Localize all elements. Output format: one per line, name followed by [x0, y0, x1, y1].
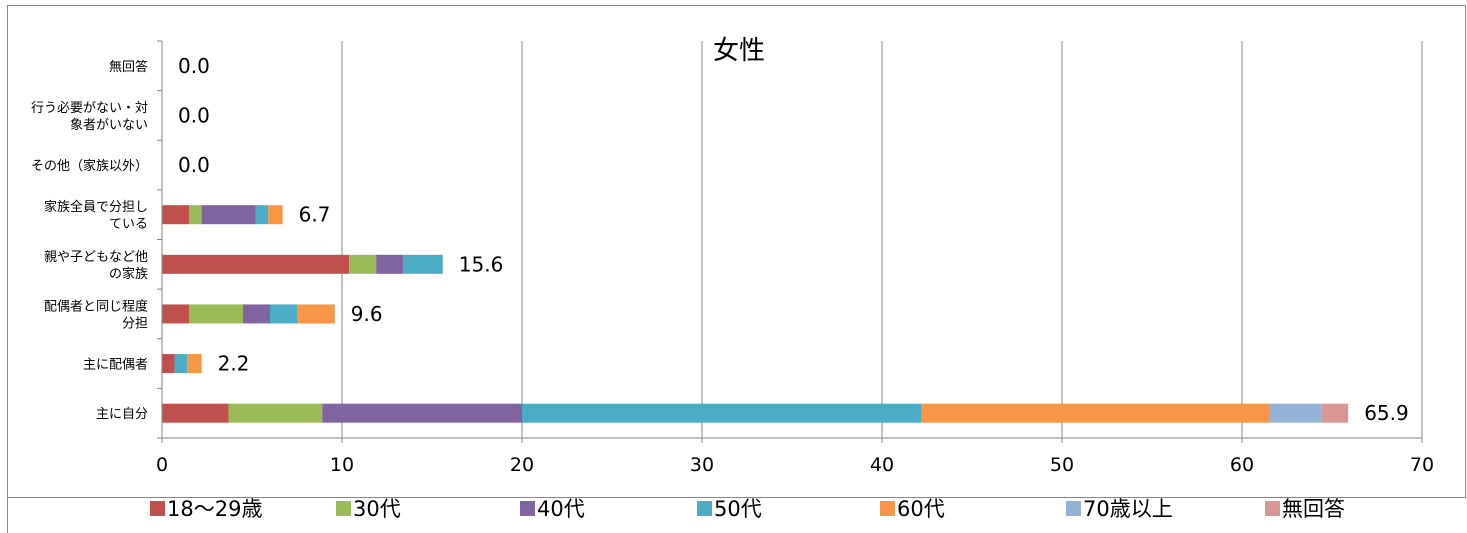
category-label: 無回答 [109, 59, 148, 75]
category-label: 象者がいない [70, 118, 148, 133]
bar-segment [187, 354, 202, 374]
legend-swatch [880, 501, 895, 516]
bar-segment [162, 254, 350, 274]
legend-swatch [697, 501, 712, 516]
bar-segment [189, 304, 243, 324]
bar-segment [201, 205, 256, 225]
category-label: の家族 [109, 266, 148, 282]
legend-swatch [1265, 501, 1280, 516]
legend-swatch [150, 501, 165, 516]
legend-swatch [520, 501, 535, 516]
bar-segment [403, 254, 443, 274]
chart-title: 女性 [713, 36, 765, 66]
x-tick-label: 0 [156, 454, 168, 476]
legend-swatch [1066, 501, 1081, 516]
category-label: 分担 [122, 316, 148, 331]
category-label: 行う必要がない・対 [31, 101, 148, 116]
labels: 0 10 20 30 40 50 60 70 65.9 主に自分 2.2 主に配偶者 9.6 配偶者と同じ… [31, 54, 1434, 476]
bar-total-label: 15.6 [459, 252, 504, 276]
category-label: 家族全員で分担し [44, 199, 148, 215]
bar-total-label: 0.0 [178, 103, 210, 127]
x-tick-label: 50 [1050, 454, 1074, 476]
bar-segment [162, 354, 175, 374]
legend-entry: 無回答 [1282, 497, 1345, 521]
category-label: その他（家族以外） [31, 158, 148, 174]
bar-segment [1321, 403, 1349, 423]
legend-entry: 50代 [714, 497, 762, 521]
bar-segment [162, 403, 229, 423]
bar-total-label: 65.9 [1364, 401, 1409, 425]
category-label: 配偶者と同じ程度 [44, 298, 148, 314]
legend-entry: 30代 [353, 497, 401, 521]
legend-entry: 18〜29歳 [167, 497, 262, 521]
bar-segment [189, 205, 202, 225]
bar-segment [228, 403, 323, 423]
bars [162, 205, 1349, 423]
bar-segment [349, 254, 377, 274]
bar-total-label: 2.2 [218, 352, 250, 376]
x-tick-label: 20 [510, 454, 534, 476]
bar-segment [174, 354, 188, 374]
bar-segment [297, 304, 335, 324]
bar-segment [268, 205, 283, 225]
x-tick-label: 30 [690, 454, 714, 476]
category-label: 主に自分 [96, 407, 148, 422]
legend-entry: 60代 [897, 497, 945, 521]
bar-segment [522, 403, 922, 423]
x-tick-label: 10 [330, 454, 354, 476]
bar-segment [162, 205, 189, 225]
bar-segment [243, 304, 270, 324]
axes [157, 40, 1423, 443]
x-tick-label: 40 [870, 454, 894, 476]
bar-total-label: 9.6 [351, 302, 383, 326]
bar-segment [1269, 403, 1322, 423]
category-label: 親や子どもなど他 [44, 250, 148, 265]
x-tick-label: 60 [1230, 454, 1254, 476]
bar-segment [376, 254, 404, 274]
legend-swatch [336, 501, 351, 516]
bar-total-label: 0.0 [178, 153, 210, 177]
bar-segment [270, 304, 297, 324]
legend: 18〜29歳 30代 40代 50代 60代 70歳以上 無回答 [150, 497, 1345, 521]
bar-segment [162, 304, 189, 324]
legend-entry: 70歳以上 [1083, 497, 1173, 521]
legend-entry: 40代 [537, 497, 585, 521]
category-label: ている [109, 217, 148, 232]
bar-total-label: 0.0 [178, 54, 210, 78]
bar-total-label: 6.7 [299, 203, 331, 227]
bar-segment [255, 205, 269, 225]
bar-segment [921, 403, 1269, 423]
bar-segment [322, 403, 522, 423]
frame-edge [7, 498, 8, 533]
category-label: 主に配偶者 [83, 358, 148, 373]
x-tick-label: 70 [1410, 454, 1434, 476]
gridlines [341, 41, 1423, 438]
